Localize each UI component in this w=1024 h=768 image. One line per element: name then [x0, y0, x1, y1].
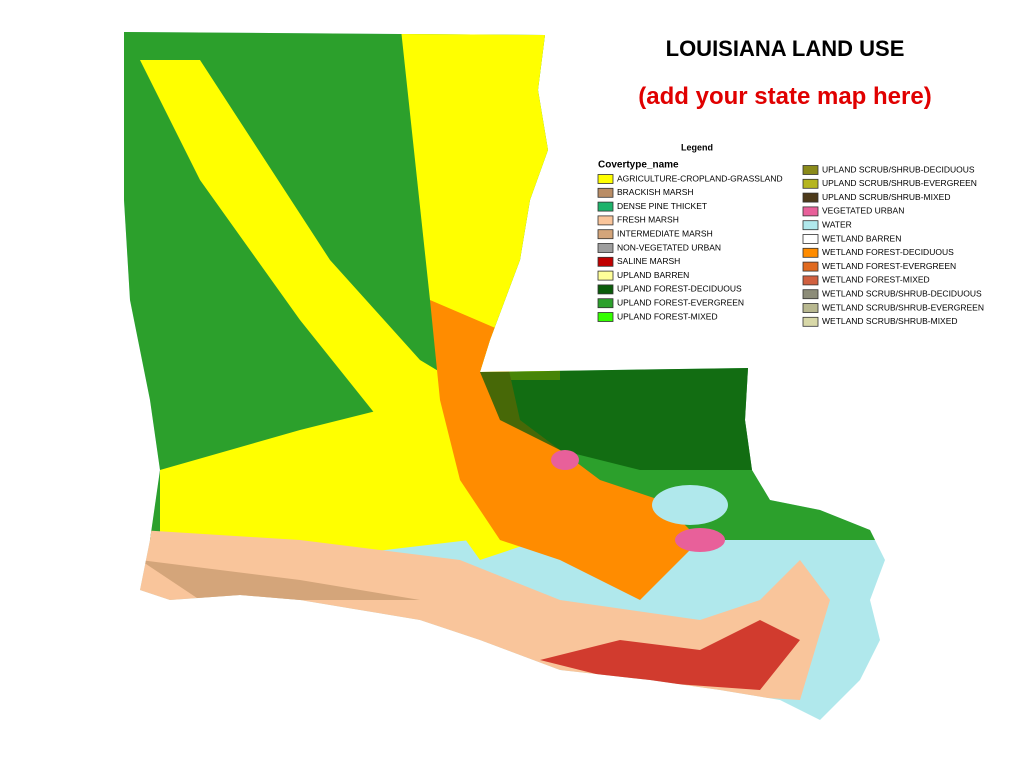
legend-label: UPLAND SCRUB/SHRUB-DECIDUOUS	[822, 164, 975, 174]
subtitle: (add your state map here)	[638, 83, 932, 110]
legend-swatch	[802, 261, 819, 272]
legend-swatch	[597, 284, 614, 295]
legend-heading: Covertype_name	[598, 160, 679, 171]
legend-swatch	[597, 312, 614, 322]
legend-swatch	[802, 165, 819, 175]
intermediate-marsh	[140, 560, 420, 600]
legend-label: WETLAND FOREST-DECIDUOUS	[822, 247, 954, 257]
legend-label: SALINE MARSH	[617, 256, 680, 266]
legend-swatch	[597, 298, 614, 309]
legend-swatch	[802, 289, 819, 300]
legend-swatch	[597, 256, 614, 267]
legend-label: UPLAND FOREST-DECIDUOUS	[617, 284, 742, 294]
legend-swatch	[597, 187, 614, 198]
legend-label: WETLAND FOREST-EVERGREEN	[822, 261, 956, 271]
legend-label: UPLAND BARREN	[617, 270, 689, 280]
legend-label: UPLAND FOREST-EVERGREEN	[617, 297, 744, 307]
legend-swatch	[802, 206, 819, 217]
legend-label: UPLAND SCRUB/SHRUB-MIXED	[822, 192, 950, 202]
legend-swatch	[802, 303, 819, 313]
legend-label: WETLAND FOREST-MIXED	[822, 275, 930, 285]
legend-swatch	[802, 234, 819, 244]
legend-swatch	[802, 247, 819, 258]
saline-marsh	[540, 620, 800, 690]
subtitle-box: (add your state map here)	[638, 83, 932, 110]
title: LOUISIANA LAND USE	[666, 36, 905, 61]
legend-swatch	[597, 243, 614, 253]
new-orleans	[675, 528, 725, 552]
legend-swatch	[802, 220, 819, 231]
prairie	[160, 400, 470, 560]
legend-swatch	[597, 215, 614, 226]
legend-label: BRACKISH MARSH	[617, 187, 694, 197]
legend-swatch	[802, 192, 819, 203]
legend-swatch	[597, 174, 614, 184]
legend-label: WETLAND SCRUB/SHRUB-DECIDUOUS	[822, 288, 982, 298]
legend-label: WATER	[822, 219, 852, 229]
legend-label: DENSE PINE THICKET	[617, 201, 707, 211]
red-river-valley	[140, 60, 540, 560]
lake-pontchartrain	[652, 485, 728, 525]
legend-label: VEGETATED URBAN	[822, 206, 904, 216]
legend-label: WETLAND SCRUB/SHRUB-EVERGREEN	[822, 302, 984, 312]
legend-label: NON-VEGETATED URBAN	[617, 242, 721, 252]
legend-label: UPLAND SCRUB/SHRUB-EVERGREEN	[822, 178, 977, 188]
legend-swatch	[597, 270, 614, 281]
legend-swatch	[802, 178, 819, 189]
legend-label: AGRICULTURE-CROPLAND-GRASSLAND	[617, 173, 783, 183]
florida-parishes	[480, 368, 752, 470]
legend-label: FRESH MARSH	[617, 215, 679, 225]
legend-swatch	[802, 316, 819, 327]
legend-label: WETLAND SCRUB/SHRUB-MIXED	[822, 316, 958, 326]
legend-label: UPLAND FOREST-MIXED	[617, 311, 718, 321]
legend-swatch	[597, 229, 614, 240]
legend-title: Legend	[681, 142, 713, 152]
legend-swatch	[597, 201, 614, 212]
baton-rouge	[551, 450, 579, 470]
legend-label: INTERMEDIATE MARSH	[617, 228, 713, 238]
legend: AGRICULTURE-CROPLAND-GRASSLAND BRACKISH M…	[597, 164, 984, 327]
legend-label: WETLAND BARREN	[822, 233, 901, 243]
legend-swatch	[802, 275, 819, 286]
